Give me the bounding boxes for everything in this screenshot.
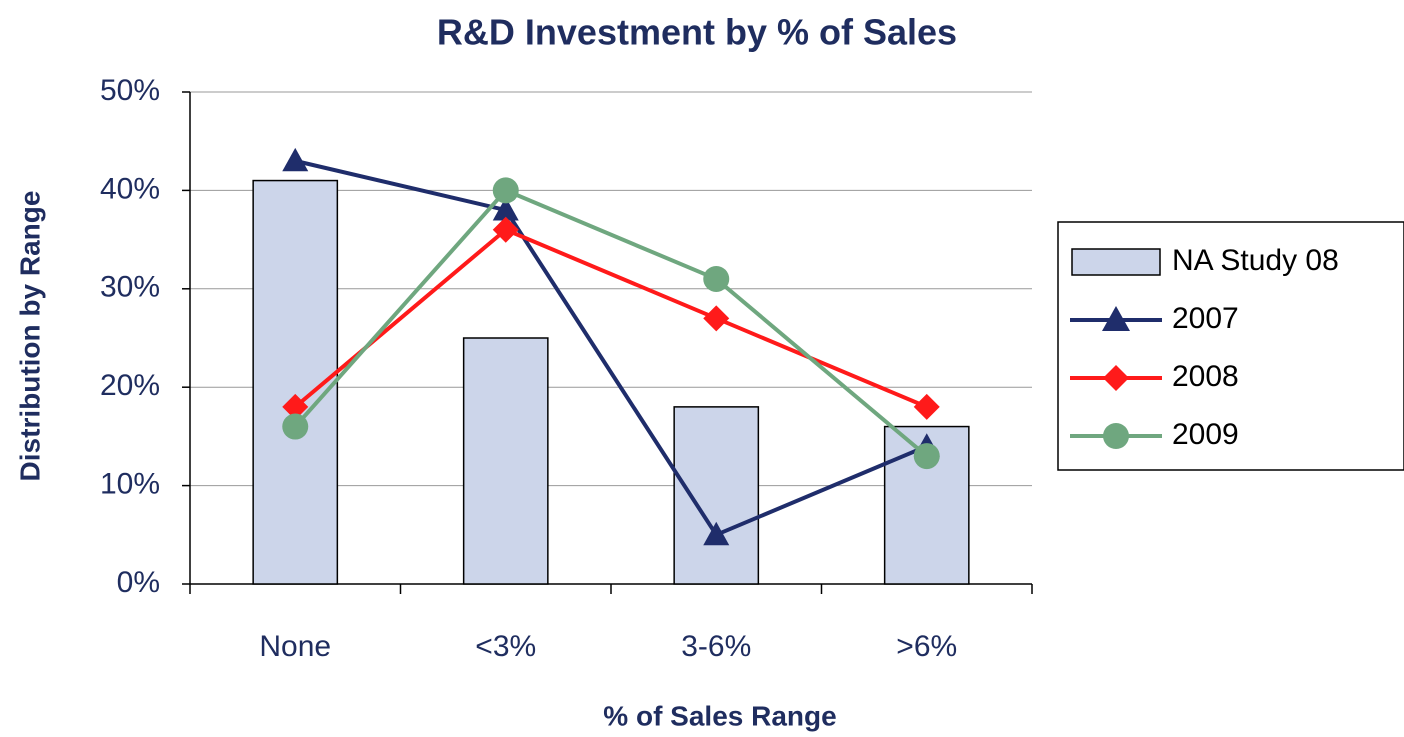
legend-marker [1103,365,1129,391]
y-tick-label: 40% [100,172,160,205]
marker [492,216,519,243]
chart-title: R&D Investment by % of Sales [437,12,957,53]
legend-label: 2008 [1172,360,1239,393]
y-tick-label: 50% [100,74,160,107]
y-tick-label: 0% [117,566,160,599]
legend-marker [1102,306,1130,331]
marker [282,393,309,420]
x-tick-label: 3-6% [681,630,751,663]
y-tick-label: 30% [100,271,160,304]
legend-label: 2007 [1172,302,1239,335]
x-tick-label: None [259,630,331,663]
marker [913,443,940,470]
y-axis-label: Distribution by Range [14,191,45,482]
marker [282,413,309,440]
bar [462,337,549,585]
marker [703,265,730,292]
x-tick-label: >6% [896,630,957,663]
marker [703,305,730,332]
marker [282,147,309,172]
line [293,227,928,409]
x-axis-label: % of Sales Range [603,700,836,731]
y-tick-label: 10% [100,468,160,501]
legend-marker [1103,423,1129,449]
legend-swatch [1071,248,1161,276]
marker [492,197,519,221]
x-tick-label: <3% [475,630,536,663]
line [293,188,929,458]
y-tick-label: 20% [100,369,160,402]
legend-label: 2009 [1172,418,1239,451]
marker [703,521,730,546]
marker [492,177,519,204]
marker [913,393,940,420]
legend-label: NA Study 08 [1172,244,1339,277]
line [294,158,928,538]
bar [673,406,760,585]
